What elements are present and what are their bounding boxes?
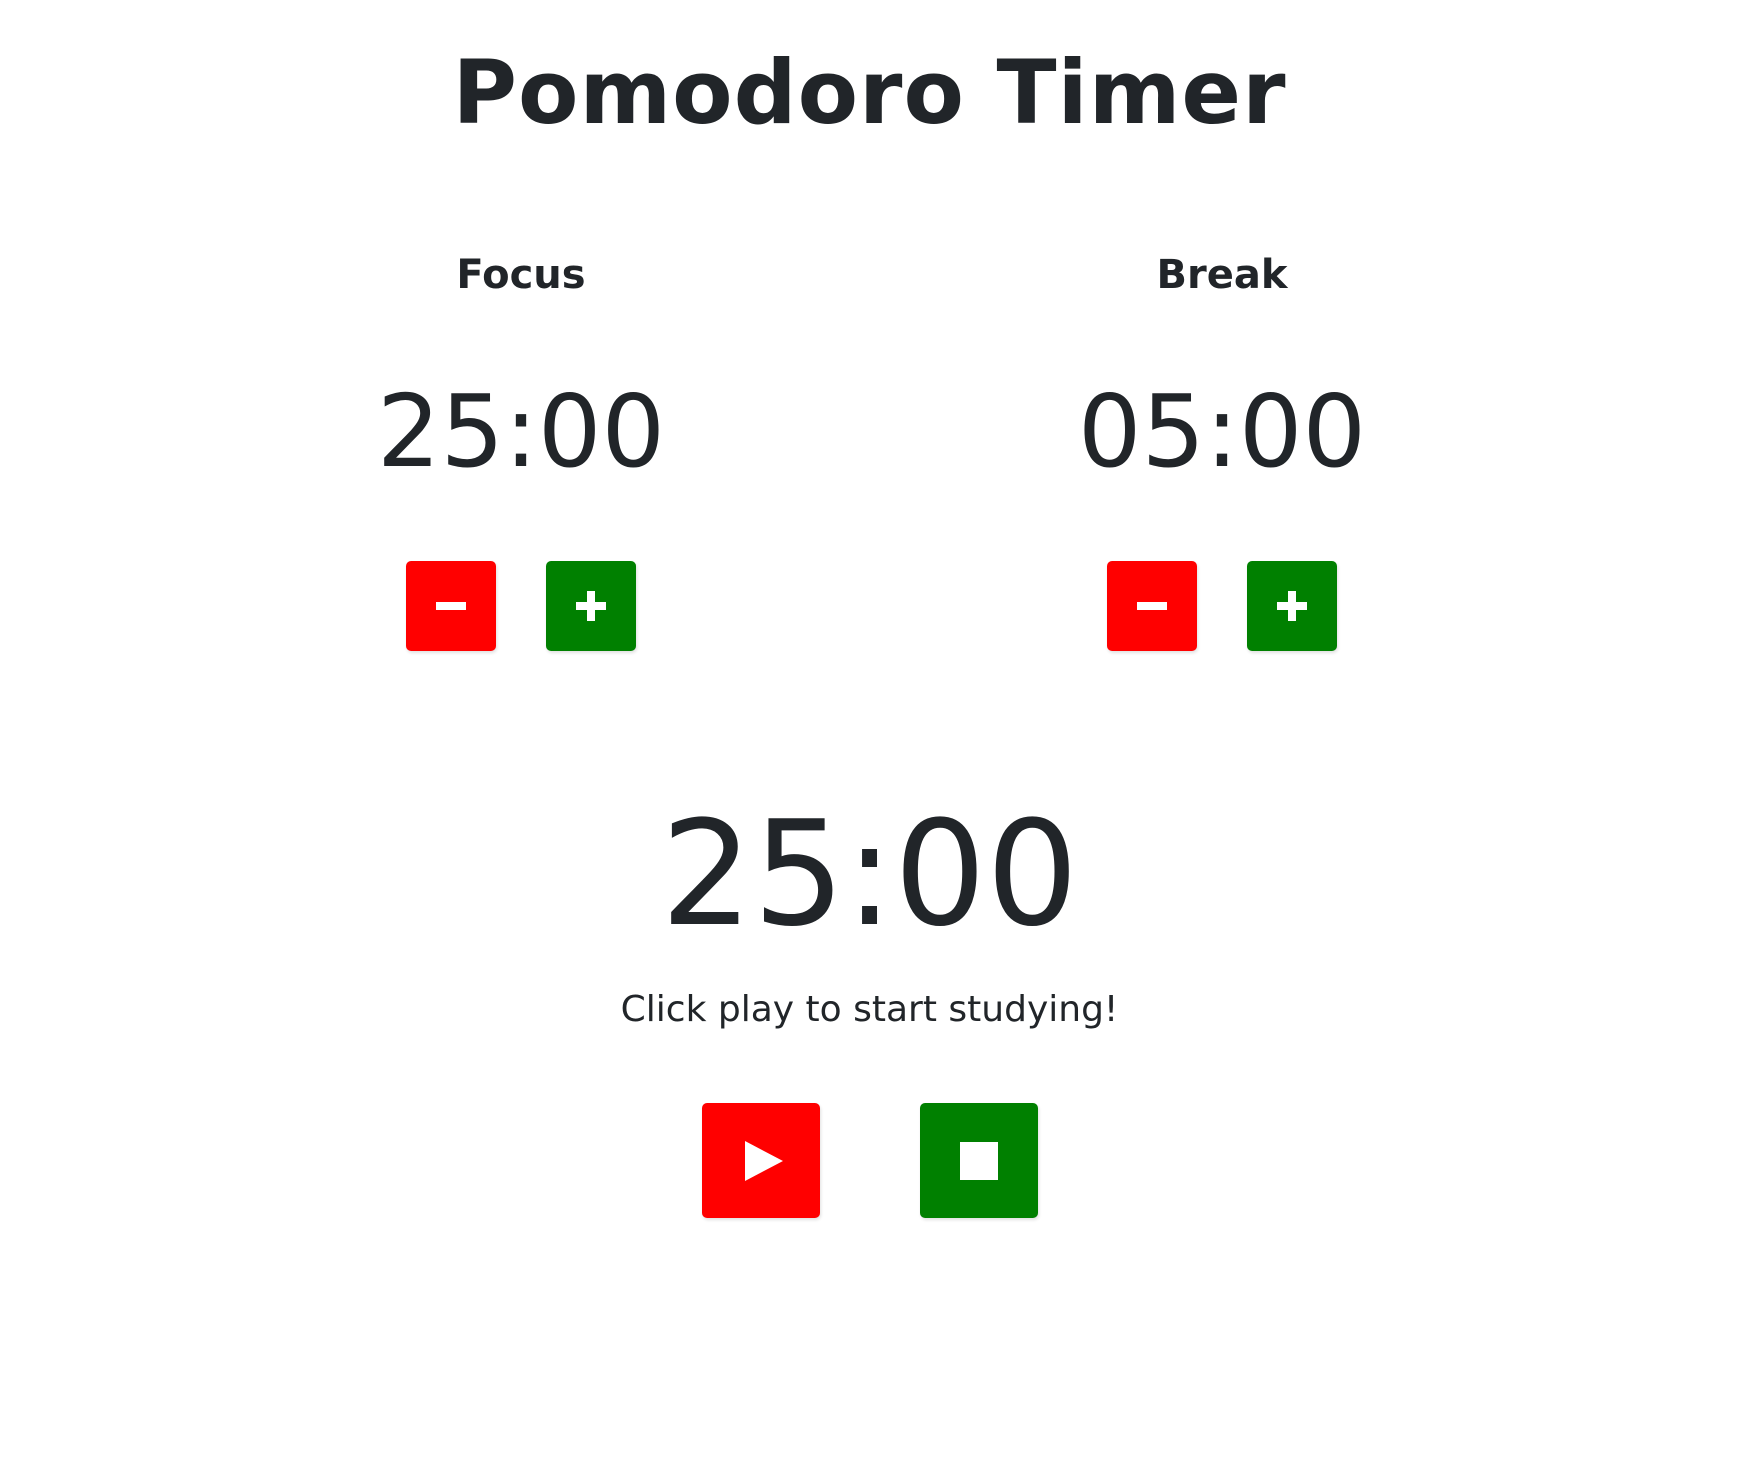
minus-icon — [1137, 602, 1167, 610]
plus-icon — [1277, 591, 1307, 621]
stop-icon — [959, 1141, 998, 1180]
plus-icon — [576, 591, 606, 621]
break-increment-button[interactable] — [1247, 561, 1337, 651]
play-icon — [744, 1140, 783, 1181]
minus-icon — [436, 602, 466, 610]
page-title: Pomodoro Timer — [452, 41, 1287, 144]
focus-label: Focus — [456, 252, 586, 298]
break-label: Break — [1156, 252, 1288, 298]
focus-increment-button[interactable] — [546, 561, 636, 651]
focus-panel: Focus 25:00 — [271, 250, 771, 651]
break-time: 05:00 — [1077, 373, 1367, 490]
focus-decrement-button[interactable] — [406, 561, 496, 651]
focus-time: 25:00 — [376, 373, 666, 490]
timer-controls — [0, 1103, 1739, 1218]
timer-display: 25:00 — [660, 790, 1079, 959]
focus-controls — [271, 561, 771, 651]
break-controls — [972, 561, 1472, 651]
stop-button[interactable] — [919, 1103, 1038, 1218]
play-button[interactable] — [701, 1103, 820, 1218]
break-decrement-button[interactable] — [1107, 561, 1197, 651]
timer-status: Click play to start studying! — [620, 989, 1119, 1030]
break-panel: Break 05:00 — [972, 250, 1472, 651]
